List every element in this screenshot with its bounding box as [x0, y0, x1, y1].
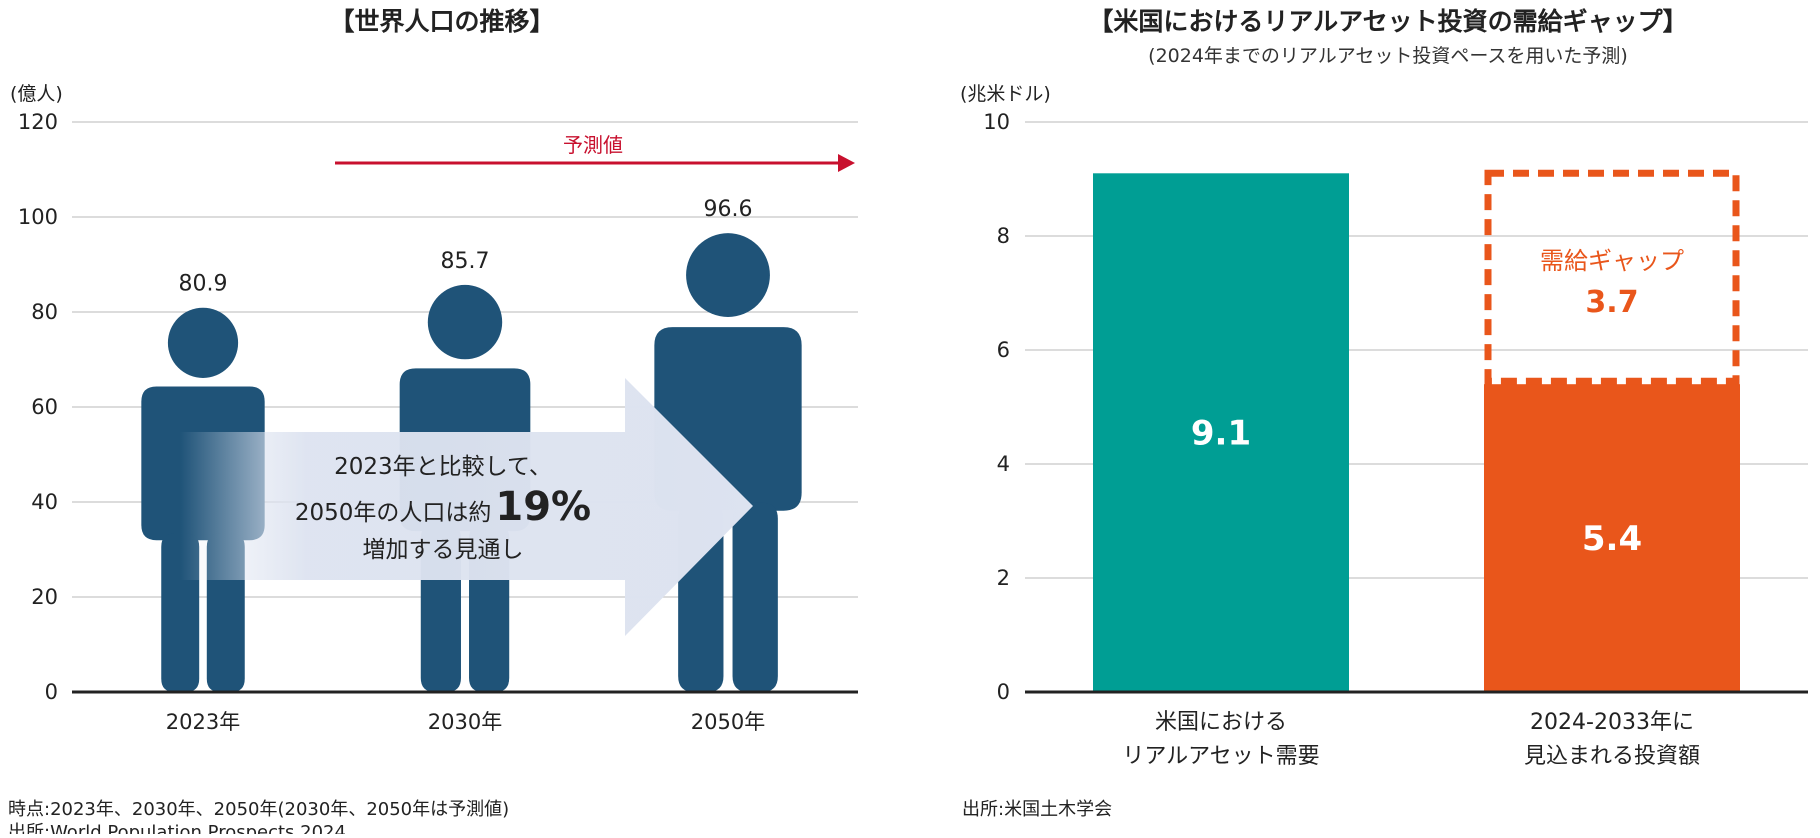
gap-value-label: 3.7	[1585, 285, 1638, 320]
right-y-tick-label: 10	[983, 110, 1010, 134]
left-footnote-source: 出所:World Population Prospects 2024	[8, 822, 346, 834]
right-chart-title: 【米国におけるリアルアセット投資の需給ギャップ】	[1088, 7, 1687, 36]
right-y-tick-label: 2	[997, 566, 1010, 590]
gap-bar-dashed	[1484, 169, 1740, 385]
left-x-tick-label: 2050年	[691, 710, 765, 734]
right-y-ticks: 0 2 4 6 8 10	[983, 110, 1010, 704]
left-y-ticks: 0 20 40 60 80 100 120	[18, 110, 58, 704]
growth-callout: 2023年と比較して、 2050年の人口は約 19% 増加する見通し	[180, 378, 753, 636]
growth-arrow	[180, 378, 753, 636]
right-y-tick-label: 4	[997, 452, 1010, 476]
left-x-tick-label: 2030年	[428, 710, 502, 734]
right-x-tick-label: 2024-2033年に	[1530, 710, 1694, 735]
right-x-tick-label: リアルアセット需要	[1122, 744, 1319, 769]
left-y-unit: (億人)	[10, 83, 63, 105]
right-y-tick-label: 0	[997, 680, 1010, 704]
left-value-label: 85.7	[441, 249, 490, 274]
person-right-leg	[732, 502, 778, 692]
left-x-tick-label: 2023年	[166, 710, 240, 734]
callout-line2: 2050年の人口は約 19%	[295, 484, 591, 530]
callout-line2-prefix: 2050年の人口は約	[295, 500, 492, 526]
right-y-tick-label: 6	[997, 338, 1010, 362]
left-footnote-time: 時点:2023年、2030年、2050年(2030年、2050年は予測値)	[8, 799, 509, 820]
left-y-tick-label: 60	[31, 395, 58, 419]
left-y-tick-label: 40	[31, 490, 58, 514]
forecast-indicator: 予測値	[335, 133, 855, 172]
bar-investment	[1484, 384, 1740, 692]
callout-percentage: 19%	[495, 484, 591, 530]
callout-line3: 増加する見通し	[363, 537, 524, 563]
gap-label: 需給ギャップ	[1540, 247, 1684, 275]
left-y-tick-label: 0	[45, 680, 58, 704]
bar-demand	[1093, 173, 1349, 693]
person-head	[167, 307, 239, 378]
right-x-tick-label: 米国における	[1155, 710, 1287, 735]
left-x-labels: 2023年 2030年 2050年	[166, 710, 765, 734]
left-value-labels: 80.9 85.7 96.6	[179, 197, 753, 297]
forecast-arrow-head	[838, 154, 855, 172]
bar-value-label: 9.1	[1191, 414, 1251, 454]
person-head	[686, 233, 770, 317]
right-y-tick-label: 8	[997, 224, 1010, 248]
left-y-tick-label: 100	[18, 205, 58, 229]
right-x-tick-label: 見込まれる投資額	[1524, 744, 1700, 769]
right-bars: 9.1 5.4 需給ギャップ 3.7	[1093, 169, 1740, 693]
left-y-tick-label: 120	[18, 110, 58, 134]
bar-value-label: 5.4	[1582, 519, 1642, 559]
right-y-unit: (兆米ドル)	[960, 83, 1051, 105]
person-head	[427, 284, 503, 360]
left-value-label: 80.9	[179, 272, 228, 297]
left-chart-title: 【世界人口の推移】	[329, 7, 554, 36]
left-y-tick-label: 80	[31, 300, 58, 324]
forecast-label: 予測値	[563, 133, 623, 157]
left-y-tick-label: 20	[31, 585, 58, 609]
right-chart-subtitle: (2024年までのリアルアセット投資ペースを用いた予測)	[1148, 45, 1628, 67]
left-value-label: 96.6	[704, 197, 753, 222]
callout-line1: 2023年と比較して、	[334, 454, 552, 480]
right-footnote-source: 出所:米国土木学会	[962, 799, 1112, 820]
